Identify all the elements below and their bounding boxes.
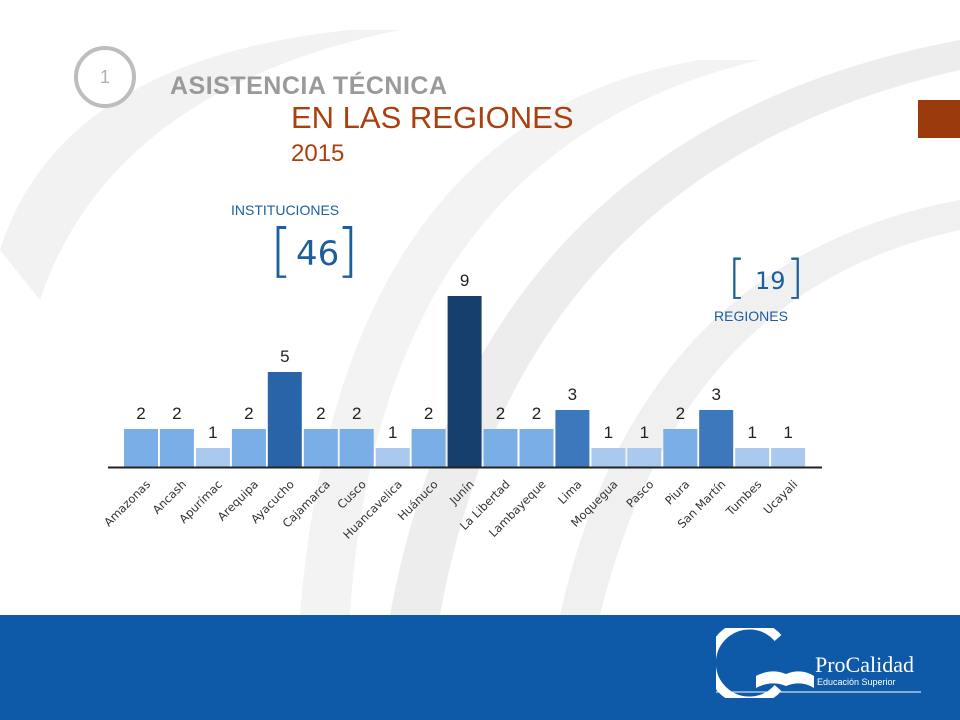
footer-band bbox=[0, 615, 960, 720]
data-label-11: 2 bbox=[532, 404, 541, 423]
data-label-17: 1 bbox=[747, 423, 756, 442]
section-number-badge: 1 bbox=[74, 46, 136, 108]
bar-1 bbox=[159, 429, 194, 467]
bar-4 bbox=[267, 372, 302, 467]
data-label-3: 2 bbox=[244, 404, 253, 423]
instituciones-value: 46 bbox=[296, 234, 340, 274]
instituciones-label: INSTITUCIONES bbox=[231, 202, 340, 218]
accent-square bbox=[918, 100, 960, 138]
data-label-16: 3 bbox=[711, 385, 720, 404]
category-label-9: Junín bbox=[446, 477, 477, 508]
bar-14 bbox=[627, 448, 662, 467]
procalidad-logo bbox=[716, 628, 921, 698]
category-label-17: Tumbes bbox=[723, 477, 765, 519]
title-line-1: ASISTENCIA TÉCNICA bbox=[170, 72, 448, 100]
data-label-9: 9 bbox=[460, 271, 469, 290]
data-label-14: 1 bbox=[640, 423, 649, 442]
regiones-bracket-left: [ bbox=[728, 250, 746, 304]
data-label-4: 5 bbox=[280, 347, 289, 366]
bar-8 bbox=[411, 429, 446, 467]
bar-5 bbox=[303, 429, 338, 467]
category-label-18: Ucayali bbox=[761, 477, 801, 517]
data-label-0: 2 bbox=[136, 404, 145, 423]
regiones-bracket-right: ] bbox=[786, 250, 804, 304]
bar-6 bbox=[339, 429, 374, 467]
data-label-13: 1 bbox=[604, 423, 613, 442]
data-label-2: 1 bbox=[208, 423, 217, 442]
bar-12 bbox=[555, 410, 590, 467]
bar-3 bbox=[231, 429, 266, 467]
instituciones-bracket-left: [ bbox=[270, 216, 293, 284]
bar-7 bbox=[375, 448, 410, 467]
bar-11 bbox=[519, 429, 554, 467]
category-label-12: Lima bbox=[555, 477, 585, 507]
instituciones-bracket-right: ] bbox=[336, 216, 359, 284]
bar-0 bbox=[124, 429, 158, 467]
data-label-1: 2 bbox=[172, 404, 181, 423]
data-label-8: 2 bbox=[424, 404, 433, 423]
category-label-15: Piura bbox=[662, 477, 692, 507]
data-label-12: 3 bbox=[568, 385, 577, 404]
regiones-value: 19 bbox=[755, 267, 786, 295]
logo-tagline: Educación Superior bbox=[817, 677, 896, 687]
bar-2 bbox=[195, 448, 230, 467]
data-label-6: 2 bbox=[352, 404, 361, 423]
bar-15 bbox=[663, 429, 698, 467]
bar-13 bbox=[591, 448, 626, 467]
title-year: 2015 bbox=[291, 140, 345, 167]
bar-16 bbox=[699, 410, 734, 467]
category-label-0: Amazonas bbox=[101, 477, 153, 529]
bar-10 bbox=[483, 429, 518, 467]
data-label-10: 2 bbox=[496, 404, 505, 423]
category-label-6: Cusco bbox=[334, 477, 368, 511]
data-label-18: 1 bbox=[783, 423, 792, 442]
bar-17 bbox=[735, 448, 770, 467]
bar-9 bbox=[447, 296, 482, 467]
data-label-5: 2 bbox=[316, 404, 325, 423]
regiones-label: REGIONES bbox=[714, 308, 788, 324]
logo-name: ProCalidad bbox=[815, 652, 914, 677]
title-line-2: EN LAS REGIONES bbox=[291, 100, 574, 135]
bar-18 bbox=[771, 448, 806, 467]
data-label-15: 2 bbox=[676, 404, 685, 423]
category-label-14: Pasco bbox=[623, 477, 656, 510]
data-label-7: 1 bbox=[388, 423, 397, 442]
